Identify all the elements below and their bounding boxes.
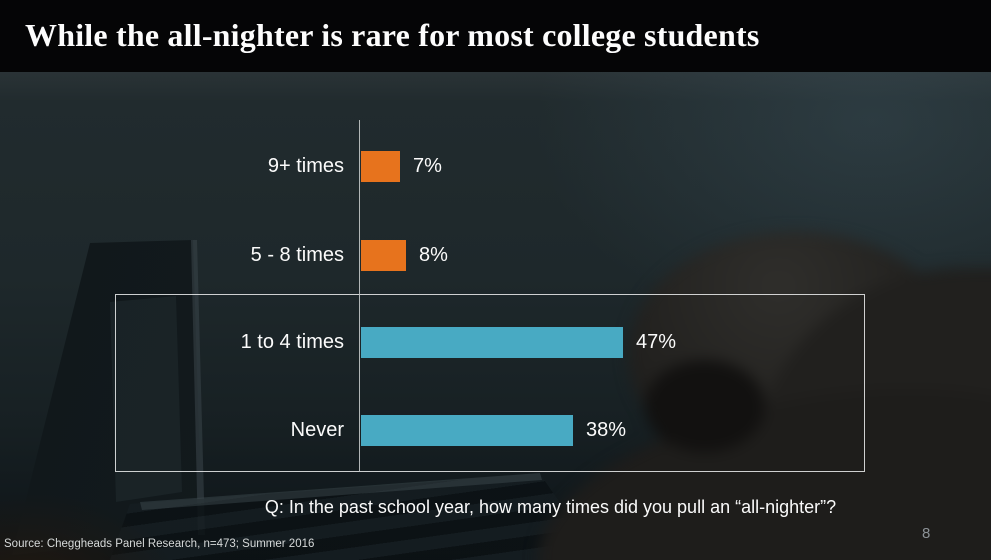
category-label: 1 to 4 times bbox=[240, 331, 344, 353]
category-label: 9+ times bbox=[267, 155, 344, 177]
survey-question: Q: In the past school year, how many tim… bbox=[264, 497, 837, 517]
page-number: 8 bbox=[922, 525, 931, 542]
highlight-box bbox=[115, 294, 865, 472]
slide-title: While the all-nighter is rare for most c… bbox=[25, 17, 760, 53]
value-label: 8% bbox=[419, 244, 448, 266]
category-label: Never bbox=[290, 419, 344, 441]
title-bar: While the all-nighter is rare for most c… bbox=[0, 0, 991, 72]
background-photo bbox=[0, 72, 991, 560]
bar bbox=[361, 151, 400, 182]
bar bbox=[361, 415, 573, 446]
laptop-screen-glow bbox=[110, 296, 182, 502]
desk-illustration bbox=[0, 492, 180, 560]
value-label: 7% bbox=[413, 155, 442, 177]
hooded-person-illustration bbox=[0, 72, 991, 560]
bar bbox=[361, 240, 406, 271]
bar bbox=[361, 327, 623, 358]
category-label: 5 - 8 times bbox=[250, 244, 344, 266]
value-label: 47% bbox=[636, 331, 677, 353]
chart-axis-line bbox=[359, 120, 360, 472]
face-shadow-shape bbox=[645, 360, 765, 452]
value-label: 38% bbox=[586, 419, 627, 441]
source-note: Source: Cheggheads Panel Research, n=473… bbox=[4, 538, 315, 550]
